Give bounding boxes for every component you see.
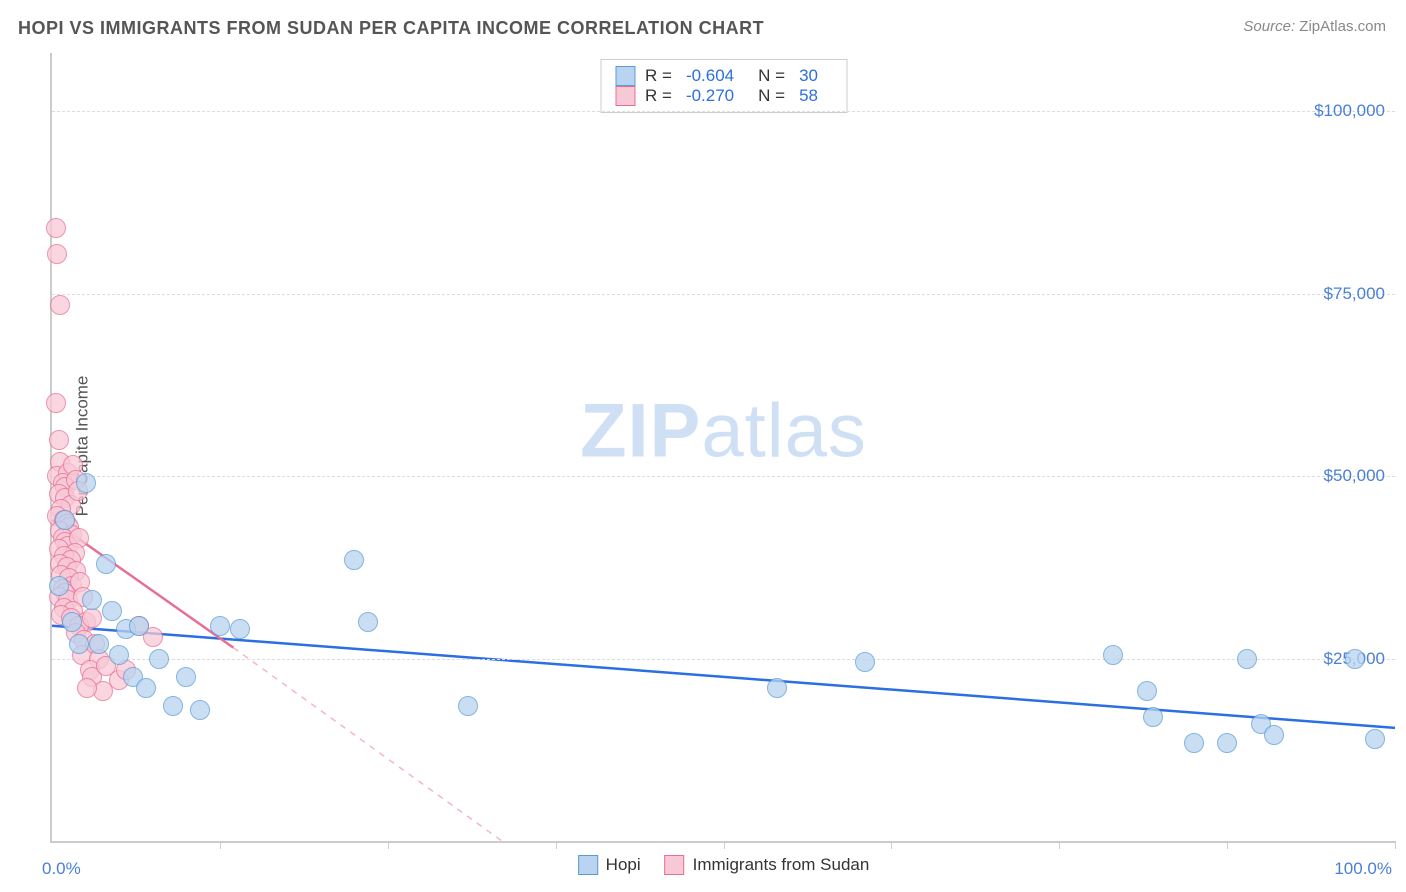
data-point-hopi [136, 678, 156, 698]
data-point-sudan [46, 393, 66, 413]
x-tick [1059, 841, 1060, 849]
legend-label-sudan: Immigrants from Sudan [693, 855, 870, 875]
x-tick [388, 841, 389, 849]
swatch-sudan [665, 855, 685, 875]
data-point-hopi [176, 667, 196, 687]
trend-line [52, 626, 1395, 728]
data-point-hopi [1264, 725, 1284, 745]
data-point-hopi [129, 616, 149, 636]
r-label: R = [645, 86, 672, 106]
swatch-hopi [578, 855, 598, 875]
chart-container: HOPI VS IMMIGRANTS FROM SUDAN PER CAPITA… [0, 0, 1406, 892]
gridline [52, 659, 1395, 660]
data-point-hopi [767, 678, 787, 698]
data-point-hopi [55, 510, 75, 530]
data-point-hopi [1184, 733, 1204, 753]
data-point-sudan [77, 678, 97, 698]
r-label: R = [645, 66, 672, 86]
n-value-sudan: 58 [799, 86, 818, 106]
gridline [52, 476, 1395, 477]
trend-line [233, 648, 502, 841]
x-tick [556, 841, 557, 849]
legend-label-hopi: Hopi [606, 855, 641, 875]
data-point-hopi [230, 619, 250, 639]
data-point-hopi [96, 554, 116, 574]
watermark-atlas: atlas [701, 389, 867, 474]
gridline [52, 111, 1395, 112]
data-point-sudan [49, 430, 69, 450]
data-point-hopi [62, 612, 82, 632]
source-label: Source: [1243, 18, 1295, 35]
trend-lines-layer [52, 53, 1395, 841]
data-point-sudan [50, 295, 70, 315]
n-label: N = [758, 86, 785, 106]
data-point-hopi [109, 645, 129, 665]
data-point-hopi [1103, 645, 1123, 665]
source-value: ZipAtlas.com [1299, 18, 1386, 35]
data-point-sudan [46, 218, 66, 238]
y-tick-label: $50,000 [1324, 466, 1385, 486]
y-tick-label: $100,000 [1314, 101, 1385, 121]
legend-item-sudan: Immigrants from Sudan [665, 855, 870, 875]
data-point-hopi [855, 652, 875, 672]
data-point-hopi [69, 634, 89, 654]
data-point-sudan [82, 608, 102, 628]
chart-title: HOPI VS IMMIGRANTS FROM SUDAN PER CAPITA… [18, 18, 764, 39]
y-tick-label: $75,000 [1324, 284, 1385, 304]
data-point-hopi [76, 473, 96, 493]
data-point-hopi [1137, 681, 1157, 701]
data-point-hopi [89, 634, 109, 654]
data-point-hopi [358, 612, 378, 632]
data-point-hopi [1237, 649, 1257, 669]
data-point-hopi [49, 576, 69, 596]
legend-row-hopi: R = -0.604 N = 30 [615, 66, 832, 86]
gridline [52, 294, 1395, 295]
swatch-sudan [615, 86, 635, 106]
x-axis-max-label: 100.0% [1334, 859, 1392, 879]
plot-area: ZIPatlas R = -0.604 N = 30 R = -0.270 N … [50, 53, 1395, 843]
x-tick [891, 841, 892, 849]
data-point-hopi [210, 616, 230, 636]
n-label: N = [758, 66, 785, 86]
data-point-hopi [149, 649, 169, 669]
data-point-hopi [1217, 733, 1237, 753]
watermark-zip: ZIP [580, 389, 701, 474]
data-point-hopi [344, 550, 364, 570]
data-point-hopi [82, 590, 102, 610]
x-axis-min-label: 0.0% [42, 859, 81, 879]
r-value-hopi: -0.604 [686, 66, 734, 86]
x-tick [724, 841, 725, 849]
correlation-legend: R = -0.604 N = 30 R = -0.270 N = 58 [600, 59, 847, 113]
data-point-hopi [1143, 707, 1163, 727]
data-point-hopi [1365, 729, 1385, 749]
data-point-hopi [190, 700, 210, 720]
data-point-hopi [102, 601, 122, 621]
swatch-hopi [615, 66, 635, 86]
data-point-hopi [1345, 649, 1365, 669]
legend-item-hopi: Hopi [578, 855, 641, 875]
x-tick [1227, 841, 1228, 849]
watermark: ZIPatlas [580, 388, 867, 475]
x-tick [1395, 841, 1396, 849]
r-value-sudan: -0.270 [686, 86, 734, 106]
legend-row-sudan: R = -0.270 N = 58 [615, 86, 832, 106]
data-point-sudan [47, 244, 67, 264]
data-point-hopi [458, 696, 478, 716]
x-tick [220, 841, 221, 849]
n-value-hopi: 30 [799, 66, 818, 86]
source-attribution: Source: ZipAtlas.com [1243, 18, 1386, 35]
data-point-hopi [163, 696, 183, 716]
